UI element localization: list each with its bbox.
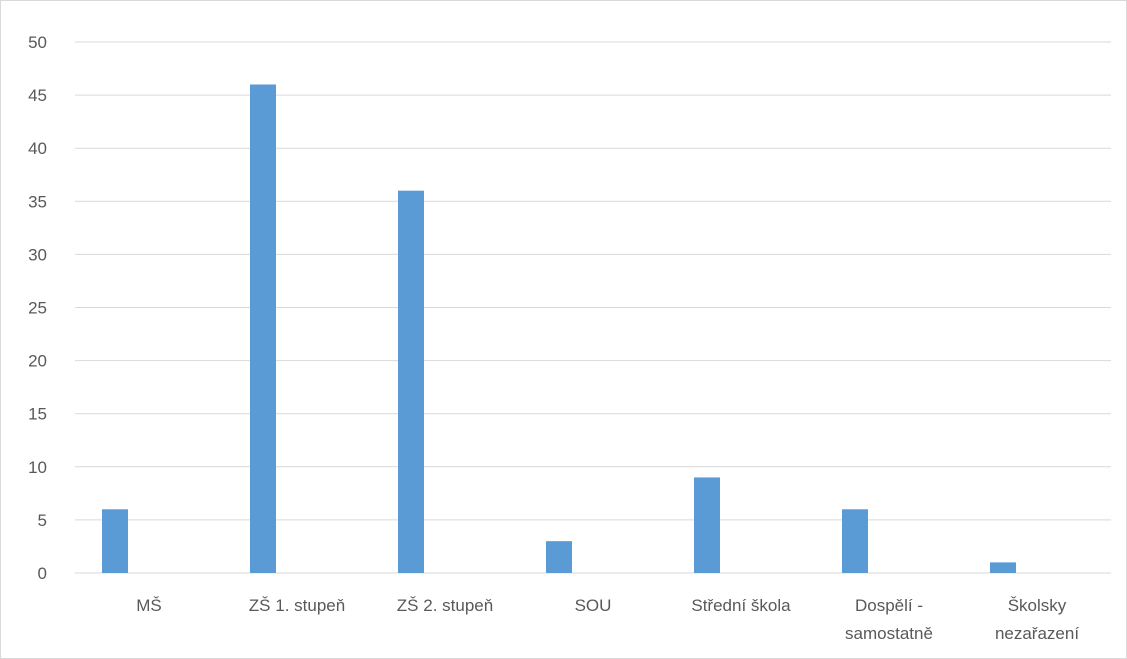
x-tick-label: Dospělí - samostatně (845, 596, 933, 643)
x-tick-label: Střední škola (691, 596, 791, 615)
y-tick-label: 5 (38, 511, 47, 530)
x-tick-label-line: SOU (575, 596, 612, 615)
x-tick-label-line: samostatně (845, 624, 933, 643)
x-tick-label-line: Střední škola (691, 596, 791, 615)
y-tick-label: 30 (28, 245, 47, 264)
y-tick-label: 50 (28, 33, 47, 52)
bar (102, 509, 128, 573)
y-tick-label: 25 (28, 299, 47, 318)
gridlines (75, 41, 1111, 574)
x-axis-labels: MŠ ZŠ 1. stupeň ZŠ 2. stupeň SOU Střední ško… (136, 596, 1079, 643)
bar (398, 190, 424, 573)
bars (102, 84, 1016, 573)
bar (990, 562, 1016, 573)
bar (250, 84, 276, 573)
y-tick-label: 35 (28, 192, 47, 211)
bar (546, 541, 572, 573)
y-tick-label: 45 (28, 86, 47, 105)
x-tick-label-line: ZŠ 2. stupeň (397, 596, 493, 615)
y-axis-ticks: 0 5 10 15 20 25 30 35 40 45 50 (28, 33, 47, 583)
x-tick-label: Školsky nezařazení (995, 596, 1079, 643)
x-tick-label-line: Školsky (1008, 596, 1067, 615)
x-tick-label-line: MŠ (136, 596, 162, 615)
bar (694, 477, 720, 573)
x-tick-label-line: ZŠ 1. stupeň (249, 596, 345, 615)
x-tick-label: SOU (575, 596, 612, 615)
bar (842, 509, 868, 573)
x-tick-label: ZŠ 2. stupeň (397, 596, 493, 615)
x-tick-label: ZŠ 1. stupeň (249, 596, 345, 615)
x-tick-label-line: nezařazení (995, 624, 1079, 643)
y-tick-label: 20 (28, 352, 47, 371)
y-tick-label: 15 (28, 405, 47, 424)
x-tick-label: MŠ (136, 596, 162, 615)
y-tick-label: 10 (28, 458, 47, 477)
y-tick-label: 0 (38, 564, 47, 583)
x-tick-label-line: Dospělí - (855, 596, 923, 615)
y-tick-label: 40 (28, 139, 47, 158)
